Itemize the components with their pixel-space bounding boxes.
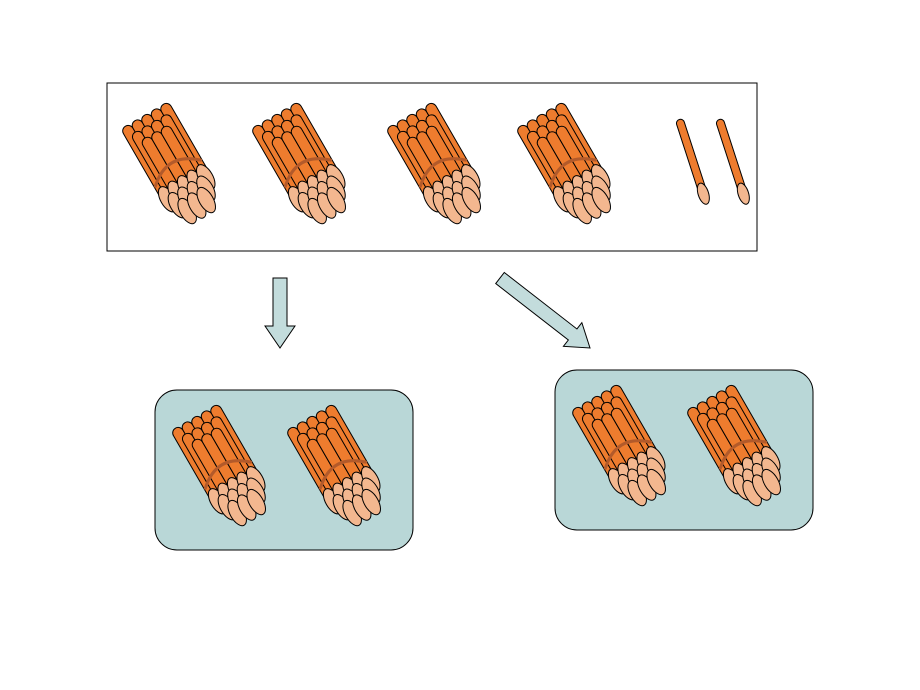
arrow — [265, 278, 295, 348]
diagram-canvas — [0, 0, 920, 690]
arrow — [491, 266, 599, 360]
